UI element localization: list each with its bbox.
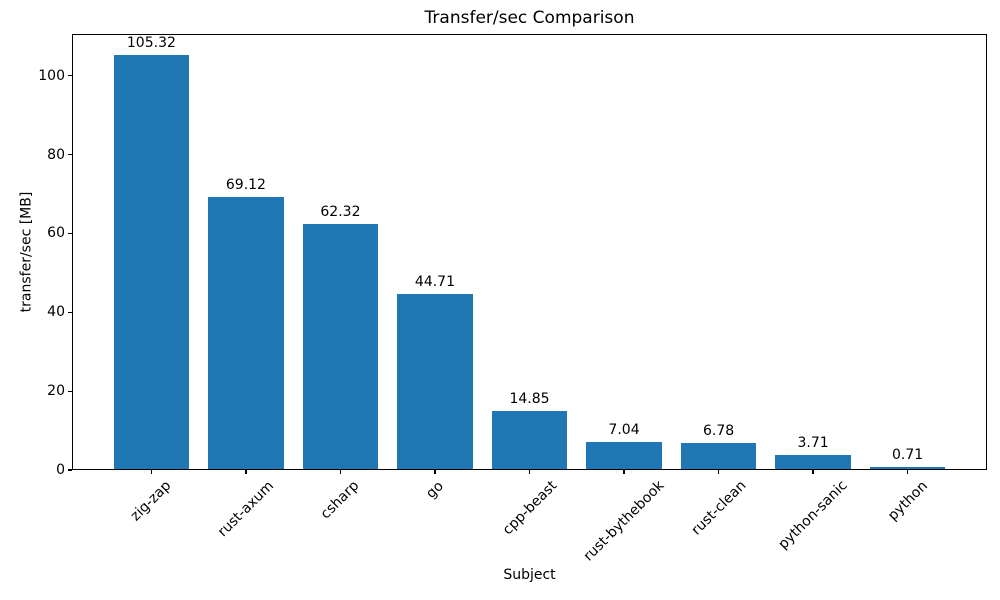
y-tick-label: 20: [47, 383, 65, 400]
bar-value-label: 69.12: [225, 177, 266, 194]
x-tick-mark: [339, 470, 342, 474]
y-tick-mark: [68, 390, 72, 392]
bar-rust-clean: [680, 443, 757, 469]
bar-cpp-beast: [491, 411, 568, 469]
bar-rust-axum: [208, 197, 284, 469]
x-tick-label-python: python: [884, 477, 931, 524]
bar-csharp: [302, 224, 379, 469]
bar-go: [397, 293, 473, 469]
y-tick-mark: [68, 232, 72, 235]
chart-title: Transfer/sec Comparison: [424, 8, 635, 28]
x-axis-label: Subject: [503, 567, 556, 583]
bar-value-label: 3.71: [797, 435, 829, 452]
x-tick-mark: [434, 470, 436, 474]
x-tick-mark: [623, 470, 625, 474]
bar-value-label: 105.32: [126, 34, 176, 51]
y-tick-label: 40: [47, 304, 65, 321]
bar-value-label: 0.71: [892, 447, 924, 464]
y-tick-mark: [68, 153, 72, 156]
x-tick-label-zig-zap: zig-zap: [128, 477, 175, 525]
x-tick-mark: [717, 470, 720, 474]
bar-value-label: 62.32: [320, 204, 361, 221]
y-tick-label: 80: [47, 146, 65, 163]
x-tick-label-rust-bythebook: rust-bythebook: [580, 478, 668, 565]
x-tick-label-csharp: csharp: [318, 477, 363, 523]
bar-rust-bythebook: [586, 442, 662, 469]
x-tick-label-rust-axum: rust-axum: [214, 478, 277, 541]
bar-python: [869, 467, 946, 469]
x-tick-mark: [528, 470, 531, 474]
y-tick-label: 100: [38, 67, 65, 84]
bar-zig-zap: [113, 54, 190, 469]
x-tick-label-python-sanic: python-sanic: [775, 477, 851, 554]
y-tick-mark: [68, 75, 72, 77]
bar-python-sanic: [775, 455, 851, 469]
x-tick-mark: [812, 470, 814, 474]
x-tick-label-go: go: [423, 477, 447, 502]
y-axis-label: transfer/sec [MB]: [18, 191, 35, 313]
y-tick-label: 60: [47, 225, 65, 242]
x-tick-mark: [150, 470, 153, 474]
bar-value-label: 6.78: [702, 423, 735, 440]
y-tick-label: 0: [56, 462, 65, 478]
x-tick-mark: [906, 470, 909, 474]
y-tick-mark: [68, 311, 72, 313]
x-tick-label-rust-clean: rust-clean: [688, 477, 749, 539]
x-tick-mark: [245, 470, 247, 474]
bar-value-label: 14.85: [509, 391, 550, 408]
y-tick-mark: [68, 469, 72, 471]
bar-value-label: 7.04: [608, 422, 640, 439]
bar-value-label: 44.71: [414, 273, 456, 290]
x-tick-label-cpp-beast: cpp-beast: [499, 477, 560, 539]
